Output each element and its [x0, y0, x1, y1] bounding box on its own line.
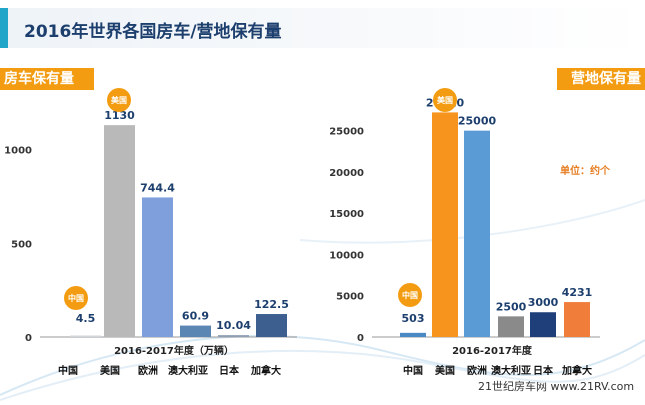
- us-badge-text-right: 美国: [437, 95, 453, 105]
- cn-badge-text-left: 中国: [68, 293, 84, 303]
- rv-category-label-1: 美国: [100, 364, 120, 377]
- rv-bar-5: [256, 314, 287, 337]
- rv-data-label-0: 4.5: [76, 312, 96, 325]
- camp-data-label-4: 3000: [528, 296, 559, 309]
- campsite-ownership-tag: 营地保有量: [557, 68, 645, 90]
- cn-badge-text-right: 中国: [402, 290, 418, 300]
- rv-y-tick-label: 500: [11, 239, 32, 250]
- camp-y-tick-label: 5000: [336, 292, 364, 303]
- rv-category-label-5: 加拿大: [250, 364, 281, 377]
- title-accent: [0, 8, 8, 48]
- rv-data-label-3: 60.9: [182, 310, 209, 323]
- us-badge-circle-right: [433, 88, 457, 112]
- camp-bar-2: [464, 130, 490, 337]
- rv-category-label-3: 澳大利亚: [168, 364, 208, 377]
- camp-category-label-1: 美国: [435, 364, 455, 377]
- us-badge-circle-left: [107, 88, 131, 112]
- cn-badge-right: 中国: [398, 283, 422, 307]
- rv-bar-0: [70, 335, 101, 337]
- camp-data-label-5: 4231: [562, 286, 593, 299]
- camp-y-tick-label: 20000: [329, 168, 364, 179]
- rv-ownership-chart: 0 500 1000 4.5 中国 1130 美国 744.4 欧洲 60.9 澳大利亚 10.04 日…: [4, 109, 297, 377]
- rv-data-label-4: 10.04: [216, 319, 251, 332]
- rv-data-label-1: 1130: [104, 109, 135, 122]
- camp-bar-0: [400, 332, 426, 337]
- rv-category-label-2: 欧洲: [138, 364, 158, 377]
- rv-category-label-4: 日本: [219, 364, 240, 377]
- camp-bar-5: [564, 302, 590, 337]
- rv-y-tick-label: 1000: [4, 146, 32, 157]
- camp-category-label-2: 欧洲: [467, 364, 487, 377]
- page-title: 2016年世界各国房车/营地保有量: [24, 22, 282, 42]
- cn-badge-left: 中国: [64, 286, 88, 310]
- camp-y-tick-label: 15000: [329, 209, 364, 220]
- camp-data-label-3: 2500: [496, 300, 527, 313]
- us-badge-right: 美国: [433, 88, 457, 112]
- camp-data-label-2: 25000: [458, 115, 497, 128]
- cn-badge-circle-right: [398, 283, 422, 307]
- rv-category-label-0: 中国: [58, 364, 78, 377]
- camp-category-label-0: 中国: [403, 364, 423, 377]
- rv-data-label-2: 744.4: [140, 181, 175, 194]
- campsite-ownership-chart: 0500010000150002000025000503中国27210美国250…: [329, 96, 600, 377]
- rv-bar-4: [218, 335, 249, 337]
- cn-badge-circle-left: [64, 286, 88, 310]
- camp-y-tick-label: 25000: [329, 127, 364, 138]
- rv-data-label-5: 122.5: [254, 298, 289, 311]
- camp-category-label-3: 澳大利亚: [491, 364, 531, 377]
- rv-ownership-tag: 房车保有量: [0, 68, 94, 90]
- rv-y-tick-label: 0: [25, 333, 32, 344]
- rv-x-axis-label: 2016-2017年度（万辆）: [114, 344, 234, 357]
- rv-bar-2: [142, 197, 173, 337]
- camp-category-label-4: 日本: [533, 364, 554, 377]
- camp-data-label-0: 503: [402, 312, 425, 325]
- camp-y-tick-label: 0: [357, 333, 364, 344]
- camp-y-tick-label: 10000: [329, 250, 364, 261]
- rv-bar-1: [104, 125, 135, 337]
- camp-category-label-5: 加拿大: [561, 364, 592, 377]
- camp-bar-3: [498, 316, 524, 337]
- rv-bar-3: [180, 325, 211, 337]
- us-badge-text-left: 美国: [111, 95, 127, 105]
- unit-note: 单位：约个: [560, 166, 610, 177]
- camp-bar-4: [530, 312, 556, 337]
- camp-x-axis-label: 2016-2017年度: [452, 344, 533, 357]
- us-badge-left: 美国: [107, 88, 131, 112]
- title-bar: 2016年世界各国房车/营地保有量: [0, 8, 645, 48]
- watermark: 21世纪房车网 www.21RV.com: [478, 380, 635, 393]
- camp-bar-1: [432, 112, 458, 337]
